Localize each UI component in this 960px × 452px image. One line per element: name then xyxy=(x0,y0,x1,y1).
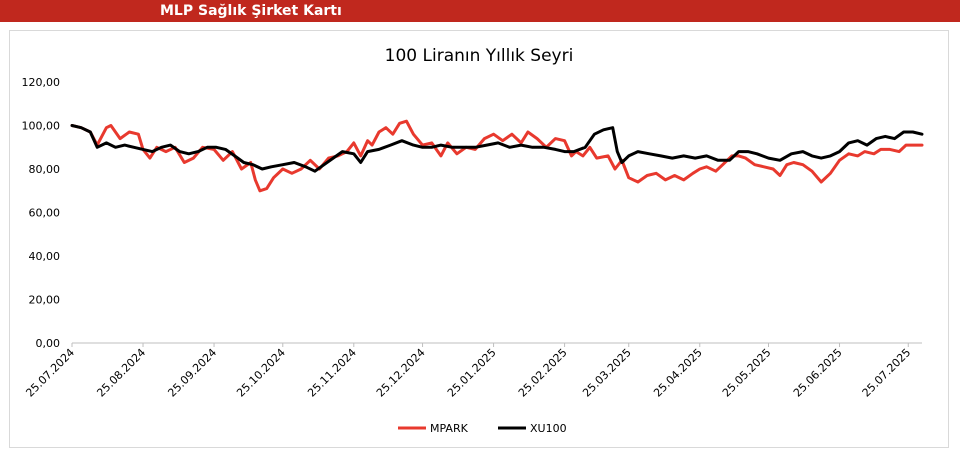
y-tick-label: 120,00 xyxy=(22,76,61,89)
y-axis-labels: 0,00 20,00 40,00 60,00 80,00 100,00 120,00 xyxy=(22,76,61,350)
chart-frame xyxy=(9,30,949,448)
header-bar: MLP Sağlık Şirket Kartı xyxy=(0,0,960,22)
x-tick-label: 25.07.2024 xyxy=(23,346,77,400)
y-tick-label: 0,00 xyxy=(36,337,61,350)
x-tick-label: 25.05.2025 xyxy=(720,346,774,400)
x-tick-label: 25.11.2024 xyxy=(305,346,359,400)
y-tick-label: 80,00 xyxy=(29,163,61,176)
y-tick-label: 100,00 xyxy=(22,120,61,133)
series-line-xu100 xyxy=(70,124,924,173)
x-tick-label: 25.08.2024 xyxy=(94,346,148,400)
chart-title: 100 Liranın Yıllık Seyri xyxy=(385,46,574,66)
legend-label-mpark: MPARK xyxy=(430,422,469,435)
x-tick-label: 25.07.2025 xyxy=(860,346,914,400)
x-tick-label: 25.06.2025 xyxy=(791,346,845,400)
legend-label-xu100: XU100 xyxy=(530,422,567,435)
series-line-mpark xyxy=(70,119,924,193)
x-tick-label: 25.04.2025 xyxy=(651,346,705,400)
y-tick-label: 40,00 xyxy=(29,250,61,263)
x-tick-label: 25.10.2024 xyxy=(234,346,288,400)
y-tick-label: 20,00 xyxy=(29,294,61,307)
x-axis-labels: 25.07.2024 25.08.2024 25.09.2024 25.10.2024… xyxy=(23,343,913,400)
y-tick-label: 60,00 xyxy=(29,207,61,220)
x-tick-label: 25.03.2025 xyxy=(580,346,634,400)
series-lines xyxy=(70,119,924,193)
x-tick-label: 25.09.2024 xyxy=(165,346,219,400)
x-tick-label: 25.12.2024 xyxy=(374,346,428,400)
header-title: MLP Sağlık Şirket Kartı xyxy=(160,3,342,19)
x-tick-label: 25.01.2025 xyxy=(445,346,499,400)
x-tick-label: 25.02.2025 xyxy=(516,346,570,400)
legend: MPARK XU100 xyxy=(398,422,567,435)
